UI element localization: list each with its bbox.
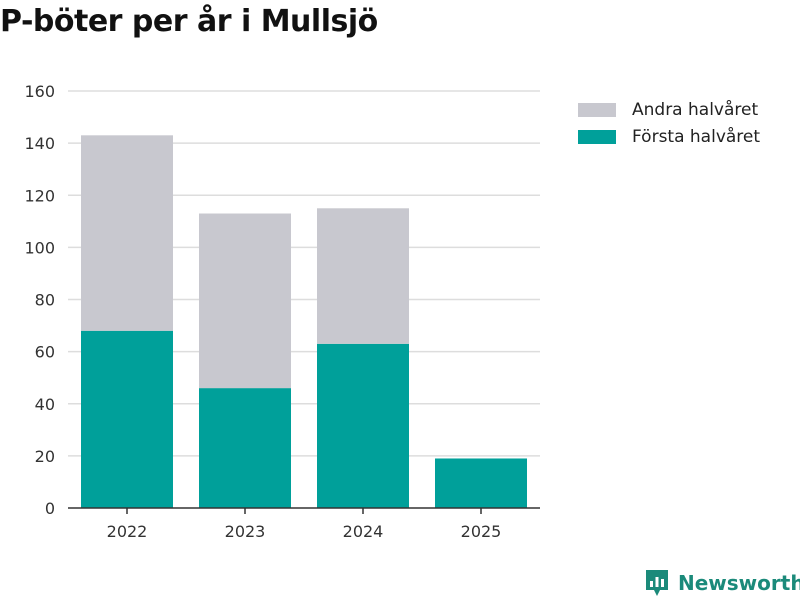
legend-label-first-half: Första halvåret (632, 126, 761, 147)
x-tick-label-2025: 2025 (461, 522, 502, 541)
brand-logo: Newsworthy (644, 568, 800, 598)
bar-first-half-2024 (317, 343, 409, 508)
x-tick-label-2024: 2024 (343, 522, 384, 541)
bar-second-half-2023 (199, 213, 291, 389)
bar-first-half-2022 (81, 330, 173, 508)
y-tick-label-20: 20 (35, 447, 55, 466)
legend-label-second-half: Andra halvåret (632, 99, 759, 120)
legend-item-first-half[interactable]: Första halvåret (578, 123, 760, 150)
legend-swatch-second-half (578, 102, 616, 117)
newsworthy-logo-icon (646, 570, 668, 596)
bar-first-half-2025 (435, 458, 527, 508)
bar-second-half-2022 (81, 135, 173, 331)
chart-title: P-böter per år i Mullsjö (0, 4, 378, 39)
y-tick-label-0: 0 (45, 499, 55, 518)
y-tick-label-60: 60 (35, 343, 55, 362)
legend-item-second-half[interactable]: Andra halvåret (578, 96, 760, 123)
legend-swatch-first-half (578, 129, 616, 144)
y-tick-label-140: 140 (24, 134, 55, 153)
y-tick-label-80: 80 (35, 291, 55, 310)
bar-second-half-2024 (317, 208, 409, 344)
y-tick-label-40: 40 (35, 395, 55, 414)
bar-first-half-2023 (199, 388, 291, 508)
brand-name: Newsworthy (678, 571, 800, 595)
y-tick-label-120: 120 (24, 186, 55, 205)
y-tick-label-100: 100 (24, 238, 55, 257)
x-tick-label-2023: 2023 (225, 522, 266, 541)
x-tick-label-2022: 2022 (107, 522, 148, 541)
y-tick-label-160: 160 (24, 82, 55, 101)
legend: Andra halvåret Första halvåret (578, 96, 760, 150)
